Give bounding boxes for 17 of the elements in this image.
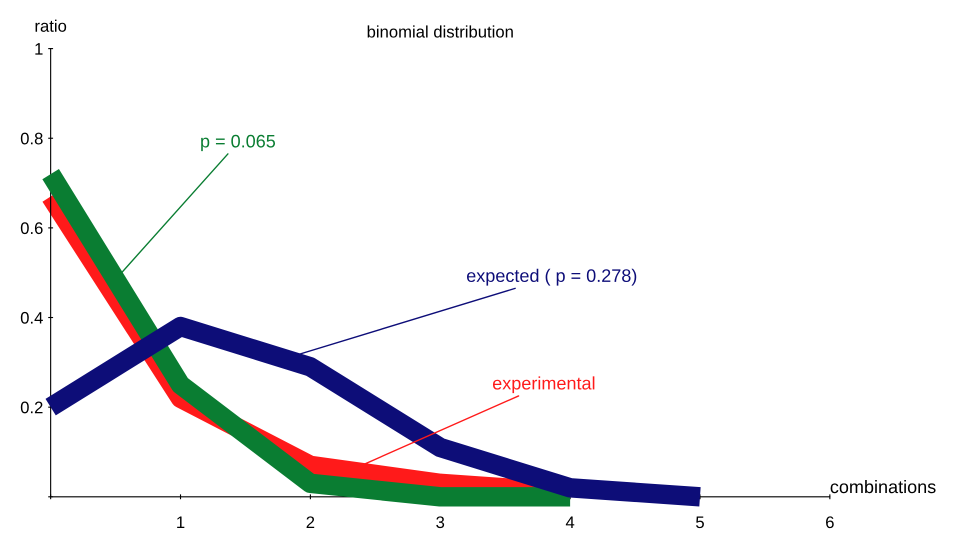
text: expected ( p = 0.278) [466,268,636,286]
x-tick-label: 5 [696,516,704,528]
x-tick-label: 6 [826,516,834,528]
x-tick-label: 1 [177,516,184,528]
y-tick-label: 1 [35,43,43,55]
chart-title: binomial distribution [368,25,513,38]
x-tick-label: 3 [436,516,444,528]
text: experimental [492,376,594,394]
y-axis-title: ratio [36,20,66,32]
y-tick-label: 0.2 [20,402,43,414]
y-tick-label: 0.4 [20,312,43,324]
y-tick-label: 0.6 [20,222,43,234]
y-tick-label: 0.8 [20,132,43,144]
x-tick-label: 4 [566,516,574,528]
x-axis-title: combinations [830,480,936,494]
text: p = 0.065 [201,134,276,152]
x-tick-label: 2 [306,516,314,528]
